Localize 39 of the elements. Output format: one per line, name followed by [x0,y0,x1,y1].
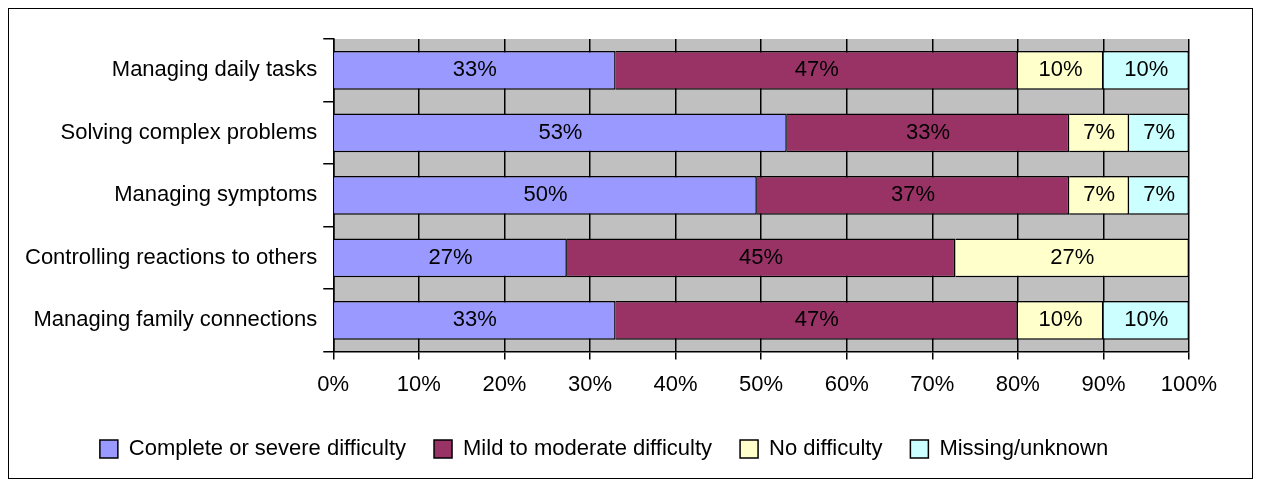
data-label: 10% [1124,56,1169,82]
x-tick-label: 20% [482,370,527,396]
data-label: 33% [905,118,951,144]
data-label: 10% [1124,306,1169,332]
x-tick-label: 100% [1160,370,1218,396]
data-label: 47% [794,56,839,82]
x-tick-label: 80% [995,370,1040,396]
y-tick-label: Managing symptoms [114,181,318,207]
data-label: 7% [1143,118,1175,144]
legend-label: No difficulty [769,435,883,461]
data-label: 7% [1083,118,1116,144]
data-label: 7% [1083,181,1116,207]
y-tick-label: Solving complex problems [60,118,318,144]
legend-label: Missing/unknown [939,435,1109,461]
data-label: 50% [523,181,568,207]
data-label: 27% [1050,243,1095,269]
data-label: 27% [428,243,473,269]
x-tick-label: 30% [567,370,613,396]
data-label: 33% [452,56,497,82]
data-label: 53% [538,118,583,144]
data-label: 10% [1038,56,1083,82]
x-tick-label: 90% [1081,370,1126,396]
x-tick-label: 60% [824,370,869,396]
x-tick-label: 50% [739,370,784,396]
legend-label: Complete or severe difficulty [128,435,407,461]
data-label: 37% [891,181,936,207]
data-label: 45% [739,243,784,269]
data-label: 47% [794,306,839,332]
y-tick-label: Managing family connections [33,306,318,332]
data-label: 7% [1143,181,1175,207]
data-label: 33% [452,306,497,332]
data-label: 10% [1038,306,1083,332]
x-tick-label: 0% [317,370,350,396]
y-tick-label: Controlling reactions to others [25,243,318,269]
x-tick-label: 10% [396,370,441,396]
x-tick-label: 70% [910,370,955,396]
x-tick-label: 40% [653,370,698,396]
y-tick-label: Managing daily tasks [111,56,318,82]
legend-label: Mild to moderate difficulty [463,435,713,461]
